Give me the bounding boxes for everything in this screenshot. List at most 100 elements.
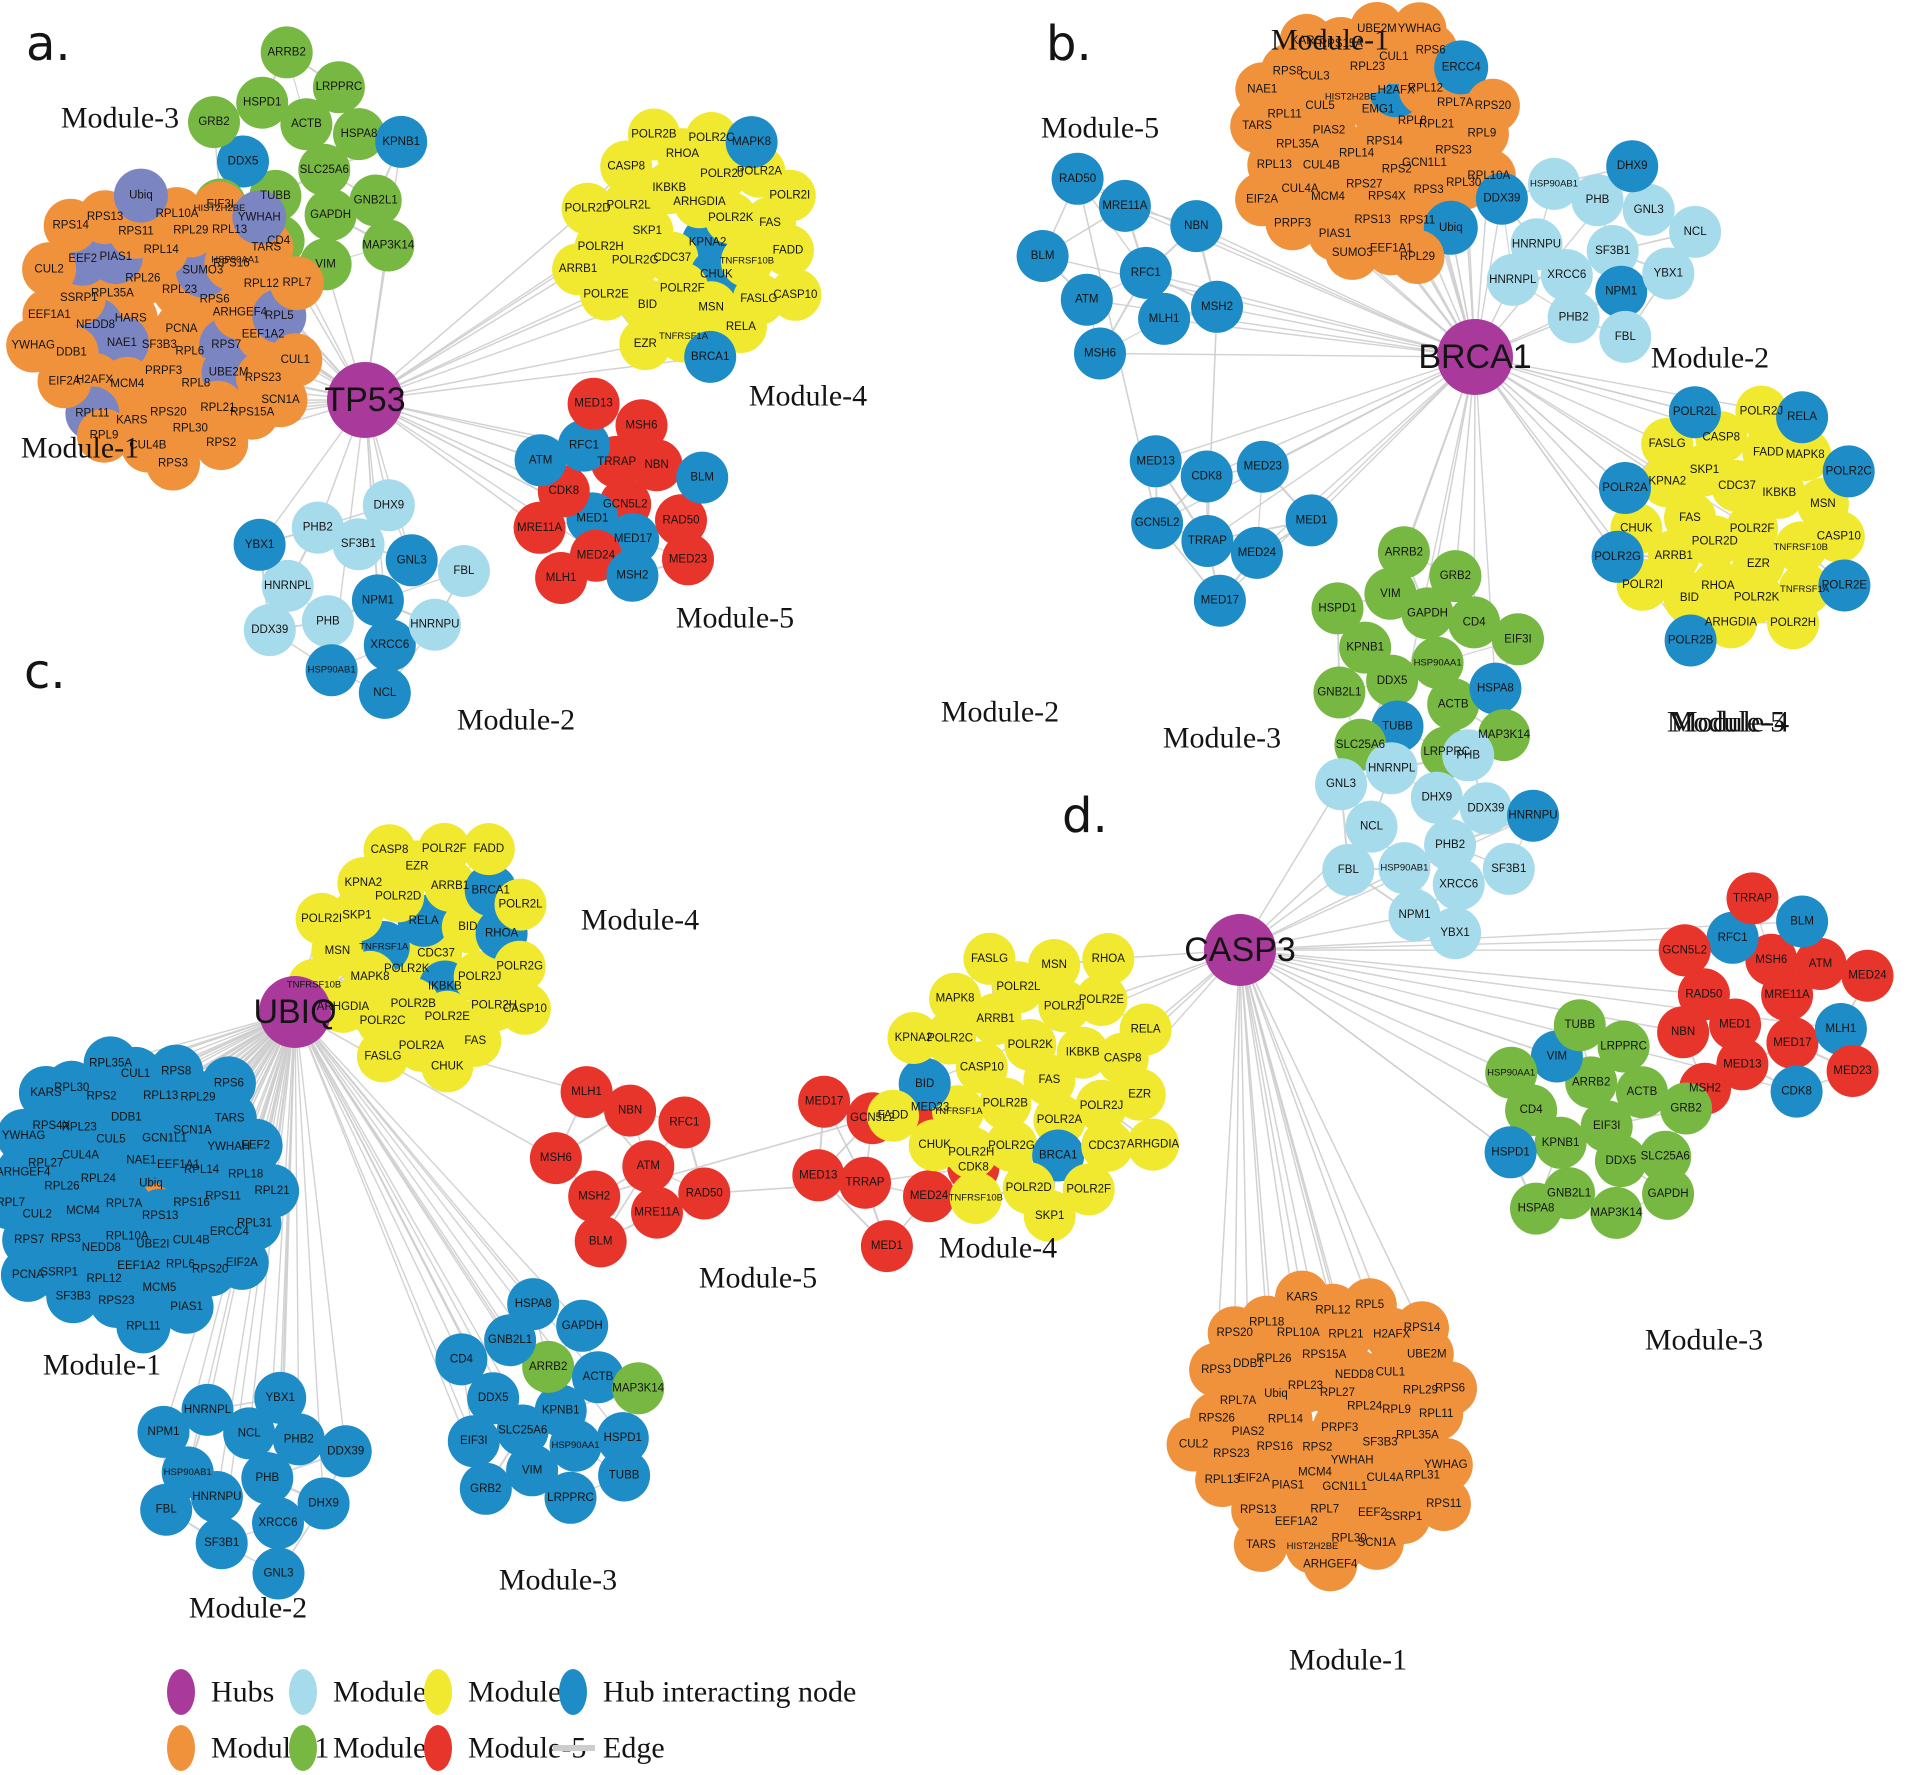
node-label-RPL10A: RPL10A xyxy=(156,208,199,220)
node-label-RPL9: RPL9 xyxy=(1382,1404,1411,1416)
node-label-YBX1: YBX1 xyxy=(245,539,274,551)
node-label-POLR2H: POLR2H xyxy=(1770,617,1816,629)
node-b-MED23 xyxy=(1236,440,1289,493)
node-c-ATM xyxy=(622,1140,675,1193)
node-label-MLH1: MLH1 xyxy=(546,572,577,584)
node-label-RPS6: RPS6 xyxy=(200,294,230,306)
node-label-EIF2A: EIF2A xyxy=(226,1257,258,1269)
node-label-EMG1: EMG1 xyxy=(1362,104,1395,116)
edge xyxy=(294,1011,557,1159)
node-label-DHX9: DHX9 xyxy=(373,499,404,511)
node-label-PHB2: PHB2 xyxy=(284,1433,314,1445)
node-label-RPL10A: RPL10A xyxy=(1277,1327,1320,1339)
node-label-RFC1: RFC1 xyxy=(1718,932,1748,944)
node-b-YWHAG xyxy=(1392,2,1447,57)
node-label-PIAS1: PIAS1 xyxy=(170,1301,203,1313)
node-c-YBX1 xyxy=(254,1371,307,1424)
node-label-RPL5: RPL5 xyxy=(1355,1299,1384,1311)
node-label-RPL29: RPL29 xyxy=(173,224,208,236)
node-label-CUL2: CUL2 xyxy=(34,263,63,275)
node-label-RPL11: RPL11 xyxy=(75,408,109,420)
edge xyxy=(1239,949,1512,1074)
node-label-POLR2G: POLR2G xyxy=(612,255,659,267)
node-label-PHB: PHB xyxy=(316,615,340,627)
node-label-PHB2: PHB2 xyxy=(1559,311,1589,323)
node-label-GNB2L1: GNB2L1 xyxy=(1317,687,1361,699)
node-label-RAD50: RAD50 xyxy=(686,1188,723,1200)
node-label-CUL4A: CUL4A xyxy=(62,1149,99,1161)
node-label-RPS20: RPS20 xyxy=(1475,100,1511,112)
node-b-MRE11A xyxy=(1098,179,1151,232)
node-label-CUL4A: CUL4A xyxy=(1281,183,1318,195)
node-a-GAPDH xyxy=(304,188,357,241)
node-label-RPL12: RPL12 xyxy=(87,1273,122,1285)
node-label-MSH6: MSH6 xyxy=(540,1152,572,1164)
node-label-TARS: TARS xyxy=(251,242,281,254)
node-d-MAP3K14 xyxy=(1590,1186,1643,1239)
node-d-MED24 xyxy=(1841,949,1894,1002)
node-b-EIF2A xyxy=(1235,172,1290,227)
node-label-RPS23: RPS23 xyxy=(1213,1448,1249,1460)
node-label-POLR2C: POLR2C xyxy=(360,1015,406,1027)
node-label-CASP8: CASP8 xyxy=(607,161,645,173)
node-d-RPS20 xyxy=(1207,1306,1262,1361)
node-label-RPL13: RPL13 xyxy=(1257,159,1292,171)
node-label-HIST2H2BE: HIST2H2BE xyxy=(1325,91,1377,102)
node-label-HNRNPU: HNRNPU xyxy=(1508,810,1557,822)
module-label-a-Module-3: Module-3 xyxy=(61,102,179,135)
node-label-BID: BID xyxy=(638,299,657,311)
node-c-FASLG xyxy=(356,1030,409,1083)
node-label-MSH2: MSH2 xyxy=(578,1191,610,1203)
node-label-RPS4X: RPS4X xyxy=(1368,190,1406,202)
node-label-KPNA2: KPNA2 xyxy=(344,877,382,889)
edge xyxy=(1239,949,1704,996)
node-label-NCL: NCL xyxy=(373,687,397,699)
node-label-RELA: RELA xyxy=(409,915,439,927)
node-label-ARHGDIA: ARHGDIA xyxy=(317,1001,370,1013)
edge xyxy=(294,1011,300,1440)
node-label-RPL24: RPL24 xyxy=(81,1173,117,1185)
node-label-MED1: MED1 xyxy=(1296,514,1328,526)
node-label-BRCA1: BRCA1 xyxy=(1039,1150,1077,1162)
node-label-FAS: FAS xyxy=(759,217,781,229)
node-d-TUBB xyxy=(1553,999,1606,1052)
node-label-IKBKB: IKBKB xyxy=(1762,487,1796,499)
node-label-POLR2B: POLR2B xyxy=(983,1098,1029,1110)
node-label-GCN1L1: GCN1L1 xyxy=(1402,157,1447,169)
node-label-CUL2: CUL2 xyxy=(22,1208,51,1220)
node-label-RPS13: RPS13 xyxy=(1240,1504,1276,1516)
node-label-ATM: ATM xyxy=(637,1160,660,1172)
node-d-DDX39 xyxy=(1459,782,1512,835)
node-label-POLR2L: POLR2L xyxy=(498,899,543,911)
node-label-RPS23: RPS23 xyxy=(245,372,281,384)
edge xyxy=(1239,920,1803,951)
node-a-RPL9 xyxy=(77,408,131,463)
node-label-FBL: FBL xyxy=(1338,864,1360,876)
node-a-EZR xyxy=(619,318,672,371)
node-label-POLR2D: POLR2D xyxy=(565,203,611,215)
edge xyxy=(1099,352,1476,358)
node-label-POLR2G: POLR2G xyxy=(496,961,543,973)
node-a-MLH1 xyxy=(535,552,588,604)
node-d-TARS xyxy=(1233,1517,1288,1572)
node-b-MED1 xyxy=(1285,494,1338,547)
node-b-RAD50 xyxy=(1051,152,1104,205)
node-a-PHB xyxy=(301,595,354,648)
node-label-FAS: FAS xyxy=(1039,1074,1061,1086)
node-label-GNB2L1: GNB2L1 xyxy=(354,195,398,207)
node-label-RPL13: RPL13 xyxy=(1205,1474,1240,1486)
edge xyxy=(1196,225,1476,358)
edge xyxy=(1239,949,1371,1306)
node-b-FBL xyxy=(1599,310,1652,363)
node-label-POLR2A: POLR2A xyxy=(1602,482,1648,494)
node-b-POLR2H xyxy=(1767,597,1820,650)
node-label-RPS15A: RPS15A xyxy=(1302,1349,1346,1361)
node-a-RPS3 xyxy=(146,436,200,491)
node-label-HSP90AB1: HSP90AB1 xyxy=(1380,863,1428,874)
node-label-POLR2E: POLR2E xyxy=(1822,580,1868,592)
node-d-TNFRSF10B xyxy=(949,1172,1002,1224)
node-c-MRE11A xyxy=(631,1186,683,1239)
node-label-PHB: PHB xyxy=(1586,194,1610,206)
node-label-EIF3I: EIF3I xyxy=(1504,633,1531,645)
node-label-RELA: RELA xyxy=(1787,411,1817,423)
